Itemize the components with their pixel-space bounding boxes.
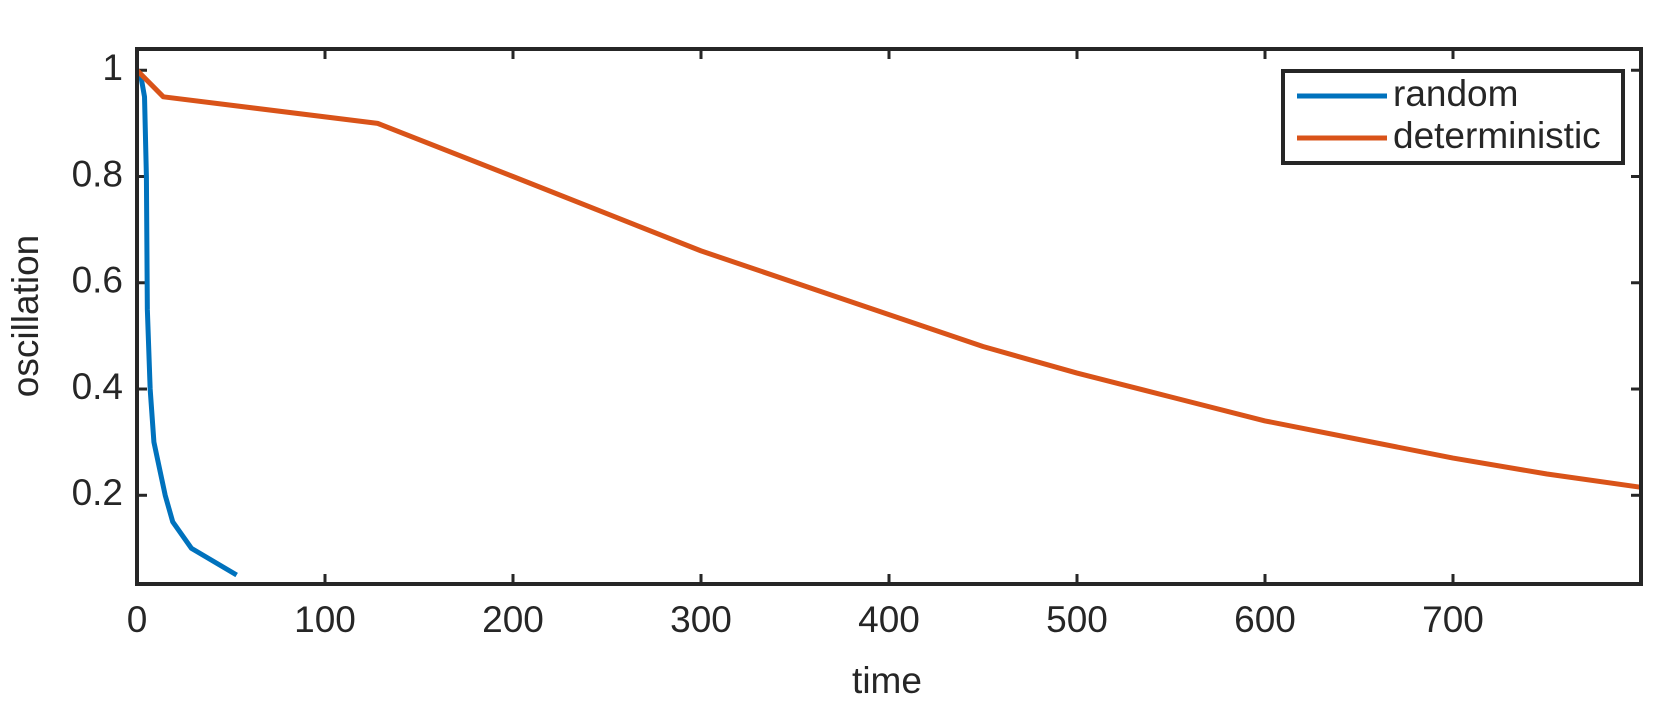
x-tick-label: 700 [1422, 599, 1484, 640]
y-tick-label: 0.8 [72, 153, 123, 194]
y-tick-label: 0.4 [72, 366, 123, 407]
y-tick-label: 0.6 [72, 260, 123, 301]
x-tick-label: 300 [670, 599, 732, 640]
x-tick-label: 600 [1234, 599, 1296, 640]
data-line [135, 68, 1642, 490]
y-axis-label: oscillation [5, 235, 46, 397]
x-tick-label: 100 [294, 599, 356, 640]
x-tick-label: 0 [127, 599, 148, 640]
plot-frame [135, 47, 1643, 586]
x-tick-label: 400 [858, 599, 920, 640]
x-tick-label: 200 [482, 599, 544, 640]
data-line [134, 68, 238, 578]
legend-label: deterministic [1393, 115, 1601, 156]
legend-box [1281, 69, 1625, 165]
y-tick-label: 0.2 [72, 472, 123, 513]
x-axis-label: time [852, 660, 922, 701]
legend-label: random [1393, 73, 1518, 114]
x-tick-label: 500 [1046, 599, 1108, 640]
y-tick-label: 1 [102, 47, 123, 88]
